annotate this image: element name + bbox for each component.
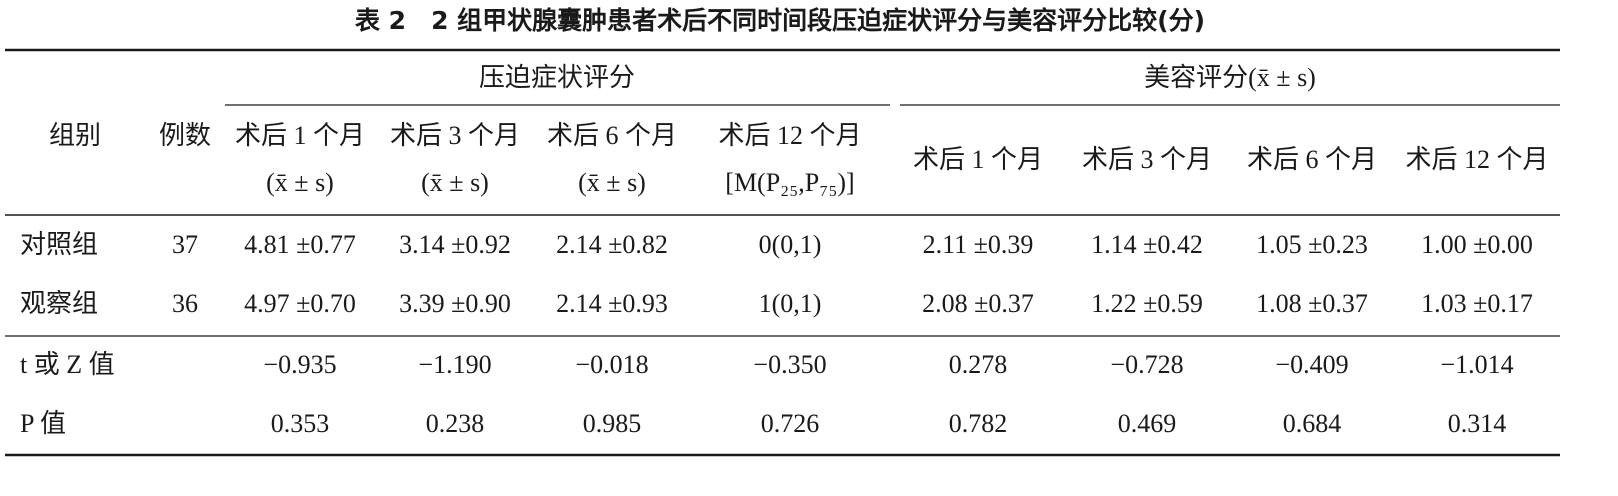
table-title: 表 2 2 组甲状腺囊肿患者术后不同时间段压迫症状评分与美容评分比较(分)	[355, 6, 1205, 35]
cell: 0(0,1)	[759, 230, 822, 259]
column-header: 术后 6 个月	[1247, 145, 1377, 174]
cell: −1.014	[1440, 350, 1513, 379]
column-header: 术后 12 个月	[718, 121, 861, 150]
cell: 1.08 ±0.37	[1256, 289, 1368, 318]
cell: 2.11 ±0.39	[923, 230, 1034, 259]
cell: 0.314	[1448, 409, 1507, 438]
column-header: 术后 6 个月	[547, 121, 677, 150]
cell: 0.726	[761, 409, 820, 438]
cell: 1.14 ±0.42	[1091, 230, 1203, 259]
column-subheader: (x̄ ± s)	[421, 168, 489, 197]
cell: 2.14 ±0.93	[556, 289, 668, 318]
cell: 0.278	[949, 350, 1008, 379]
cell: 2.08 ±0.37	[922, 289, 1034, 318]
column-header: 术后 1 个月	[235, 121, 365, 150]
cell: 3.39 ±0.90	[399, 289, 511, 318]
stat-label: P 值	[20, 409, 66, 438]
cell: 0.238	[426, 409, 485, 438]
cell: −0.018	[575, 350, 648, 379]
group-header: 美容评分(x̄ ± s)	[1144, 63, 1316, 92]
cell: 1.00 ±0.00	[1421, 230, 1533, 259]
cell: 0.782	[949, 409, 1008, 438]
cell: 0.353	[271, 409, 330, 438]
cell: −1.190	[418, 350, 491, 379]
stat-label: t 或 Z 值	[20, 350, 115, 379]
row-n: 37	[172, 230, 198, 259]
group-header: 压迫症状评分	[479, 63, 635, 92]
cell: −0.350	[753, 350, 826, 379]
cell: 1.05 ±0.23	[1256, 230, 1368, 259]
column-subheader: (x̄ ± s)	[578, 168, 646, 197]
cell: −0.409	[1275, 350, 1348, 379]
cell: 0.469	[1118, 409, 1177, 438]
row-group: 观察组	[20, 289, 98, 318]
column-header: 组别	[49, 121, 101, 150]
cell: 1(0,1)	[759, 289, 822, 318]
row-group: 对照组	[20, 230, 98, 259]
column-subheader: [M(P₂₅,P₇₅)]	[725, 168, 854, 197]
row-n: 36	[172, 289, 198, 318]
cell: −0.935	[263, 350, 336, 379]
cell: 2.14 ±0.82	[556, 230, 668, 259]
cell: 4.81 ±0.77	[244, 230, 356, 259]
cell: 3.14 ±0.92	[399, 230, 511, 259]
cell: 0.684	[1283, 409, 1342, 438]
column-header: 术后 1 个月	[913, 145, 1043, 174]
cell: 4.97 ±0.70	[244, 289, 356, 318]
cell: 1.03 ±0.17	[1421, 289, 1533, 318]
column-header: 术后 3 个月	[390, 121, 520, 150]
column-header: 术后 3 个月	[1082, 145, 1212, 174]
column-header: 例数	[159, 121, 211, 150]
column-header: 术后 12 个月	[1405, 145, 1548, 174]
cell: −0.728	[1110, 350, 1183, 379]
cell: 1.22 ±0.59	[1091, 289, 1203, 318]
cell: 0.985	[583, 409, 642, 438]
column-subheader: (x̄ ± s)	[266, 168, 334, 197]
